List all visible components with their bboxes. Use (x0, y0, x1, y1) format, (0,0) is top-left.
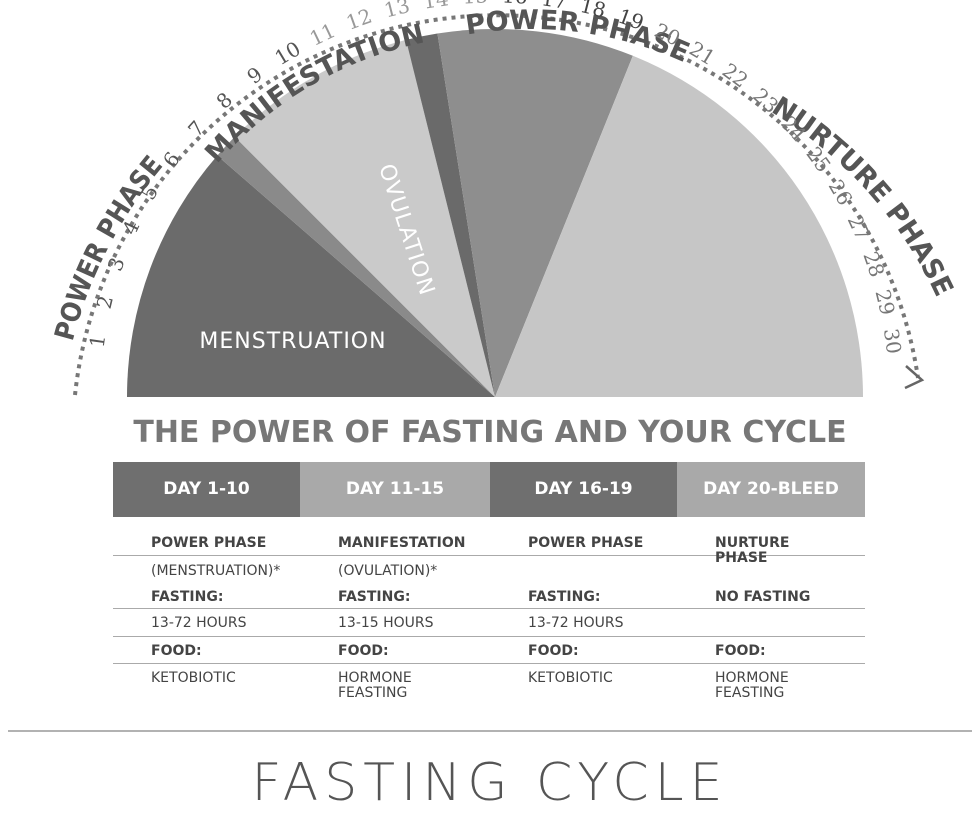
table-cell: 13-72 HOURS (528, 615, 624, 631)
table-cell: (OVULATION)* (338, 563, 438, 579)
table-cell: FASTING: (528, 589, 601, 605)
day-number: 13 (382, 0, 413, 22)
wedge (405, 33, 495, 397)
row-line (113, 608, 865, 609)
footer-title: FASTING CYCLE (252, 753, 729, 813)
table-cell: NURTURE PHASE (715, 535, 790, 566)
row-line (113, 636, 865, 637)
table-header: DAY 1-10 (113, 462, 300, 517)
day-number: 14 (421, 0, 450, 14)
table-cell: KETOBIOTIC (528, 670, 613, 686)
table-cell: (MENSTRUATION)* (151, 563, 281, 579)
day-number: 30 (879, 327, 906, 356)
arrow-head (904, 365, 925, 390)
row-line (113, 663, 865, 664)
day-number: 28 (858, 248, 889, 280)
day-number: 7 (183, 116, 209, 142)
row-line (113, 555, 865, 556)
table-cell: MANIFESTATION (338, 535, 466, 551)
table-cell: HORMONE FEASTING (338, 670, 412, 701)
wedge (217, 136, 495, 397)
table-cell: FOOD: (715, 643, 766, 659)
table-cell: POWER PHASE (528, 535, 644, 551)
day-number: 17 (540, 0, 569, 14)
wedge-label: MENSTRUATION (199, 329, 386, 354)
table-cell: FASTING: (338, 589, 411, 605)
table-header: DAY 16-19 (490, 462, 677, 517)
table-cell: FOOD: (338, 643, 389, 659)
day-number: 16 (502, 0, 529, 9)
day-number: 12 (343, 4, 375, 35)
table-cell: POWER PHASE (151, 535, 267, 551)
table-cell: NO FASTING (715, 589, 811, 605)
wedge (495, 55, 863, 398)
table-cell: FASTING: (151, 589, 224, 605)
day-number: 18 (578, 0, 609, 22)
table-cell: FOOD: (151, 643, 202, 659)
day-number: 11 (306, 18, 339, 51)
title: THE POWER OF FASTING AND YOUR CYCLE (133, 415, 846, 450)
day-number: 15 (462, 0, 489, 9)
day-number: 2 (92, 293, 118, 311)
day-number: 27 (843, 211, 876, 244)
day-number: 29 (870, 287, 899, 317)
wedge (437, 29, 633, 398)
table-cell: 13-72 HOURS (151, 615, 247, 631)
table-cell: FOOD: (528, 643, 579, 659)
table-cell: HORMONE FEASTING (715, 670, 789, 701)
table-cell: KETOBIOTIC (151, 670, 236, 686)
dashed-arc (73, 13, 920, 396)
table-cell: 13-15 HOURS (338, 615, 434, 631)
wedge (127, 155, 495, 397)
day-number: 9 (242, 62, 267, 89)
day-number: 1 (85, 333, 111, 349)
day-number: 22 (718, 58, 753, 92)
wedge (234, 39, 495, 397)
table-header: DAY 20-BLEED (677, 462, 865, 517)
table-header: DAY 11-15 (300, 462, 490, 517)
